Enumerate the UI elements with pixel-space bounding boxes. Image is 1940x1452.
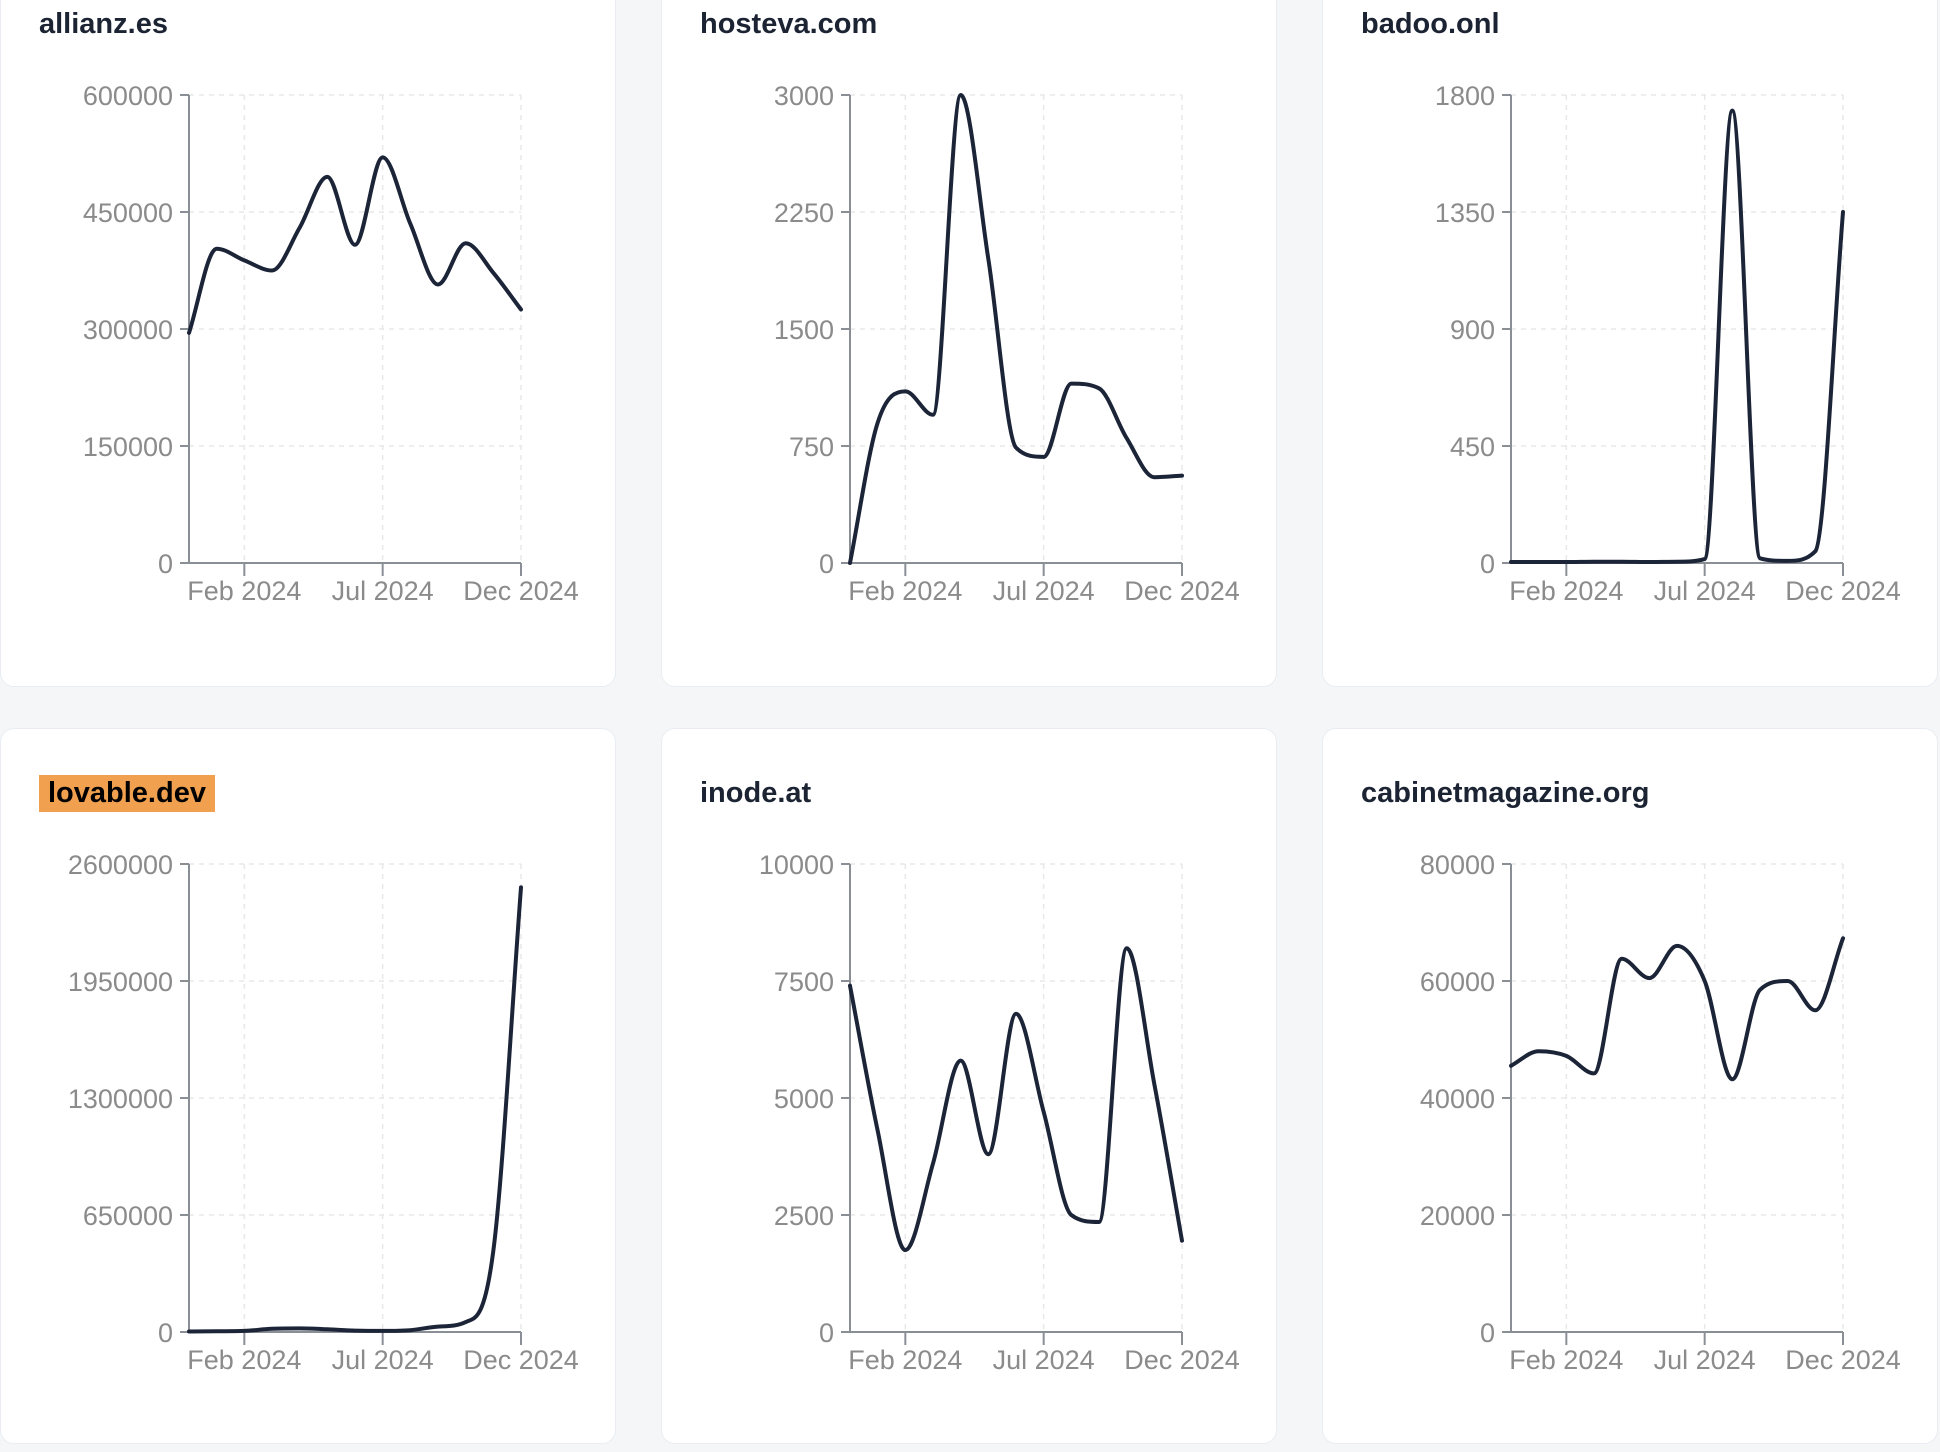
y-tick-label: 40000 (1420, 1084, 1495, 1114)
x-tick-label: Dec 2024 (1785, 1345, 1901, 1375)
domain-link[interactable]: badoo.onl (1361, 8, 1500, 40)
chart-title[interactable]: allianz.es (39, 5, 168, 43)
y-tick-label: 750 (789, 432, 834, 462)
y-tick-label: 7500 (774, 967, 834, 997)
y-tick-label: 80000 (1420, 850, 1495, 880)
trend-line (848, 946, 1184, 1253)
x-tick-label: Dec 2024 (1785, 576, 1901, 606)
y-tick-label: 3000 (774, 81, 834, 111)
chart-card: badoo.onl 0 450 900 1350 1800 Feb 2024 Jul 202… (1322, 0, 1938, 687)
y-tick-label: 300000 (83, 315, 173, 345)
y-tick-label: 450000 (83, 198, 173, 228)
x-tick-label: Jul 2024 (332, 576, 434, 606)
traffic-line-chart: 0 750 1500 2250 3000 Feb 2024 Jul 2024 Dec 2024 (774, 81, 1240, 606)
x-tick-label: Feb 2024 (187, 1345, 301, 1375)
y-tick-label: 1800 (1435, 81, 1495, 111)
chart-title[interactable]: inode.at (700, 774, 811, 812)
chart-card: cabinetmagazine.org 0 20000 40000 60000 8000… (1322, 728, 1938, 1444)
chart-card: inode.at 0 2500 5000 7500 10000 Feb 2024 Jul 2… (661, 728, 1277, 1444)
x-tick-label: Feb 2024 (848, 576, 962, 606)
domain-link-highlighted[interactable]: lovable.dev (39, 775, 215, 812)
x-tick-label: Feb 2024 (1509, 1345, 1623, 1375)
trend-line (187, 155, 523, 335)
chart-title[interactable]: badoo.onl (1361, 5, 1500, 43)
y-tick-label: 0 (158, 1318, 173, 1348)
x-tick-label: Jul 2024 (1654, 576, 1756, 606)
traffic-line-chart: 0 20000 40000 60000 80000 Feb 2024 Jul 2024 Dec… (1420, 850, 1901, 1375)
domain-link[interactable]: cabinetmagazine.org (1361, 777, 1650, 809)
x-tick-label: Dec 2024 (1124, 1345, 1240, 1375)
y-tick-label: 0 (158, 549, 173, 579)
domain-link[interactable]: allianz.es (39, 8, 168, 40)
y-tick-label: 150000 (83, 432, 173, 462)
x-tick-label: Feb 2024 (187, 576, 301, 606)
x-tick-label: Jul 2024 (993, 1345, 1095, 1375)
chart-card: allianz.es 0 150000 300000 450000 600000 Feb … (0, 0, 616, 687)
x-tick-label: Jul 2024 (993, 576, 1095, 606)
y-tick-label: 900 (1450, 315, 1495, 345)
chart-title[interactable]: cabinetmagazine.org (1361, 774, 1649, 812)
y-tick-label: 650000 (83, 1201, 173, 1231)
x-tick-label: Feb 2024 (848, 1345, 962, 1375)
y-tick-label: 1350 (1435, 198, 1495, 228)
y-tick-label: 2250 (774, 198, 834, 228)
trend-line (848, 93, 1184, 565)
x-tick-label: Jul 2024 (1654, 1345, 1756, 1375)
y-tick-label: 0 (819, 1318, 834, 1348)
chart-card: lovable.dev 0 650000 1300000 1950000 2600000… (0, 728, 616, 1444)
x-tick-label: Dec 2024 (463, 1345, 579, 1375)
domain-link[interactable]: hosteva.com (700, 8, 878, 40)
y-tick-label: 600000 (83, 81, 173, 111)
chart-title[interactable]: hosteva.com (700, 5, 877, 43)
y-tick-label: 2600000 (68, 850, 173, 880)
traffic-line-chart: 0 450 900 1350 1800 Feb 2024 Jul 2024 Dec 2024 (1435, 81, 1901, 606)
x-tick-label: Feb 2024 (1509, 576, 1623, 606)
x-tick-label: Dec 2024 (1124, 576, 1240, 606)
y-tick-label: 0 (819, 549, 834, 579)
y-tick-label: 1300000 (68, 1084, 173, 1114)
traffic-line-chart: 0 2500 5000 7500 10000 Feb 2024 Jul 2024 Dec 20… (759, 850, 1240, 1375)
y-tick-label: 60000 (1420, 967, 1495, 997)
x-tick-label: Jul 2024 (332, 1345, 434, 1375)
x-tick-label: Dec 2024 (463, 576, 579, 606)
y-tick-label: 2500 (774, 1201, 834, 1231)
y-tick-label: 10000 (759, 850, 834, 880)
y-tick-label: 1950000 (68, 967, 173, 997)
y-tick-label: 1500 (774, 315, 834, 345)
trend-line (1509, 936, 1845, 1082)
y-tick-label: 0 (1480, 549, 1495, 579)
chart-title[interactable]: lovable.dev (39, 774, 215, 812)
domain-link[interactable]: inode.at (700, 777, 812, 809)
trend-line (1509, 108, 1845, 564)
traffic-line-chart: 0 650000 1300000 1950000 2600000 Feb 2024 Jul … (68, 850, 579, 1375)
y-tick-label: 450 (1450, 432, 1495, 462)
y-tick-label: 5000 (774, 1084, 834, 1114)
chart-card: hosteva.com 0 750 1500 2250 3000 Feb 2024 Jul … (661, 0, 1277, 687)
traffic-line-chart: 0 150000 300000 450000 600000 Feb 2024 Jul 202… (83, 81, 579, 606)
y-tick-label: 20000 (1420, 1201, 1495, 1231)
y-tick-label: 0 (1480, 1318, 1495, 1348)
trend-line (187, 885, 523, 1334)
